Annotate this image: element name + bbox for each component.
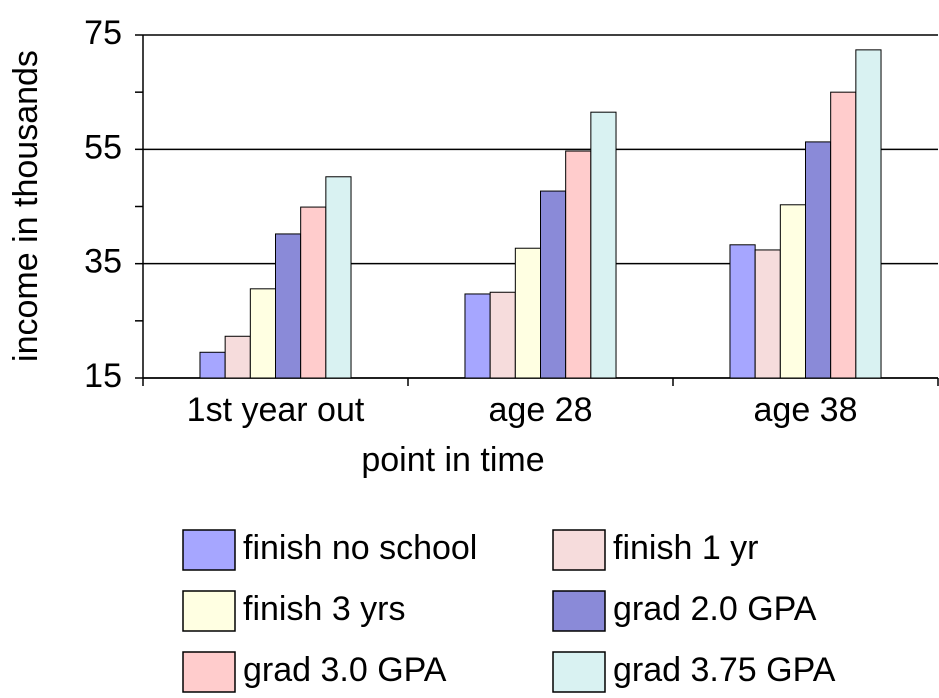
bar [224, 335, 251, 379]
legend-swatch [552, 651, 606, 693]
legend-label: finish 3 yrs [243, 590, 406, 628]
bar [855, 49, 882, 379]
x-tick-label: 1st year out [187, 391, 365, 429]
bar [325, 176, 352, 379]
legend-label: grad 3.75 GPA [613, 651, 836, 689]
bar [464, 293, 491, 379]
bar [300, 206, 327, 379]
bar [830, 91, 857, 379]
y-axis-label: income in thousands [7, 50, 45, 362]
bar [805, 141, 832, 379]
bar [489, 291, 516, 379]
legend-label: finish 1 yr [613, 529, 759, 567]
legend-swatch [552, 590, 606, 632]
legend-swatch [182, 651, 236, 693]
bar [565, 150, 592, 379]
legend-label: grad 2.0 GPA [613, 590, 817, 628]
y-tick-label: 55 [84, 128, 122, 166]
bar [514, 247, 542, 379]
y-tick-label: 15 [84, 357, 122, 395]
legend-swatch [552, 529, 606, 571]
x-tick-label: age 38 [754, 391, 858, 429]
x-axis-label: point in time [361, 441, 544, 479]
bar [779, 204, 807, 379]
bar [729, 244, 756, 379]
legend-label: finish no school [243, 529, 477, 567]
bar [590, 111, 617, 379]
legend-swatch [182, 529, 236, 571]
x-tick-label: age 28 [489, 391, 593, 429]
legend-label: grad 3.0 GPA [243, 651, 447, 689]
bar [540, 190, 567, 379]
bar [249, 288, 276, 379]
y-tick-label: 75 [84, 14, 122, 52]
bar [275, 233, 302, 379]
bar [754, 249, 781, 379]
legend-swatch [182, 590, 236, 632]
bar [199, 351, 226, 379]
y-tick-label: 35 [84, 243, 122, 281]
